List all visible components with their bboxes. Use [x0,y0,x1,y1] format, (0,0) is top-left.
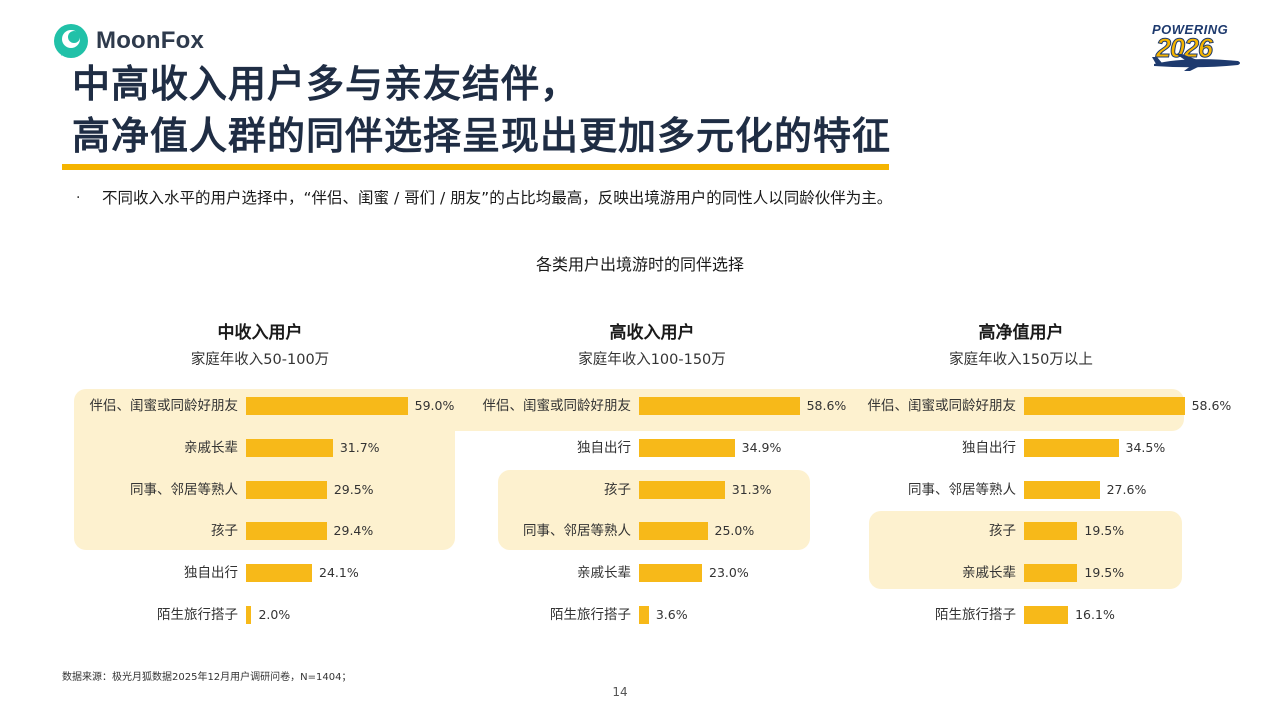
panel-title-middle-income: 中收入用户 [217,323,303,343]
category-label: 陌生旅行搭子 [550,607,631,623]
bar-value-label: 31.3% [731,482,772,497]
bar-value-label: 24.1% [319,565,359,580]
bullet-marker: · [76,190,81,206]
category-label: 同事、邻居等熟人 [130,482,238,498]
bar [1024,481,1100,499]
bullet-text: 不同收入水平的用户选择中，“伴侣、闺蜜 / 哥们 / 朋友”的占比均最高，反映出… [102,189,893,207]
category-label: 孩子 [211,523,238,539]
bar-value-label: 34.9% [741,440,782,455]
bar-value-label: 19.5% [1084,565,1125,580]
bar-value-label: 29.4% [333,523,374,538]
category-label: 亲戚长辈 [577,565,631,581]
bar [639,481,725,499]
bar [246,564,313,582]
bar-value-label: 3.6% [655,607,688,622]
panel-title-high-income: 高收入用户 [609,323,695,343]
bar-value-label: 29.5% [333,482,374,497]
powering-2026-badge: POWERING 2026 [1148,22,1244,72]
category-label: 伴侣、闺蜜或同龄好朋友 [89,398,239,414]
bar [639,606,649,624]
bar [1024,439,1119,457]
badge-top-text: POWERING [1152,22,1229,37]
page-title: 中高收入用户多与亲友结伴， 高净值人群的同伴选择呈现出更加多元化的特征 [72,58,891,162]
title-underline [62,164,889,170]
category-label: 亲戚长辈 [962,565,1016,581]
category-label: 独自出行 [577,440,631,456]
bar-value-label: 25.0% [714,523,755,538]
category-label: 伴侣、闺蜜或同龄好朋友 [867,398,1017,414]
bar-value-label: 34.5% [1125,440,1166,455]
bar [246,606,252,624]
category-label: 陌生旅行搭子 [157,607,238,623]
category-label: 孩子 [989,523,1016,539]
bar [639,439,735,457]
bar [246,522,327,540]
category-label: 陌生旅行搭子 [935,607,1016,623]
panel-subtitle-middle-income: 家庭年收入50-100万 [190,352,330,368]
category-label: 同事、邻居等熟人 [523,523,631,539]
bar-value-label: 19.5% [1084,523,1125,538]
data-source-note: 数据来源：极光月狐数据2025年12月用户调研问卷，N=1404； [62,672,352,683]
bar [246,439,333,457]
category-label: 独自出行 [184,565,238,581]
bar-value-label: 2.0% [258,607,291,622]
category-label: 孩子 [604,482,631,498]
bar [246,481,327,499]
bar-value-label: 59.0% [414,398,455,413]
category-label: 亲戚长辈 [184,440,238,456]
moonfox-logo-icon [54,24,88,58]
title-line-1: 中高收入用户多与亲友结伴， [72,62,580,106]
panel-subtitle-high-net-worth: 家庭年收入150万以上 [949,352,1093,368]
panel-subtitle-high-income: 家庭年收入100-150万 [578,352,726,368]
page-number: 14 [612,685,628,699]
bar-value-label: 27.6% [1106,482,1147,497]
bar [639,522,708,540]
bar-value-label: 31.7% [339,440,380,455]
category-label: 独自出行 [962,440,1016,456]
bar [639,564,703,582]
bar-value-label: 23.0% [709,565,749,580]
chart-title: 各类用户出境游时的同伴选择 [535,255,744,274]
title-line-2: 高净值人群的同伴选择呈现出更加多元化的特征 [72,114,892,158]
category-label: 伴侣、闺蜜或同龄好朋友 [482,398,632,414]
bar [1024,564,1078,582]
bar [1024,522,1078,540]
bar-value-label: 58.6% [1191,398,1232,413]
bar [1024,397,1185,415]
logo-text: MoonFox [96,27,205,54]
bar-value-label: 58.6% [806,398,847,413]
category-label: 同事、邻居等熟人 [908,482,1016,498]
bar [639,397,800,415]
bar [1024,606,1069,624]
moonfox-logo: MoonFox [52,22,204,60]
airplane-icon [1152,54,1240,71]
bar-value-label: 16.1% [1075,607,1115,622]
bar [246,397,408,415]
panel-title-high-net-worth: 高净值用户 [978,323,1064,343]
